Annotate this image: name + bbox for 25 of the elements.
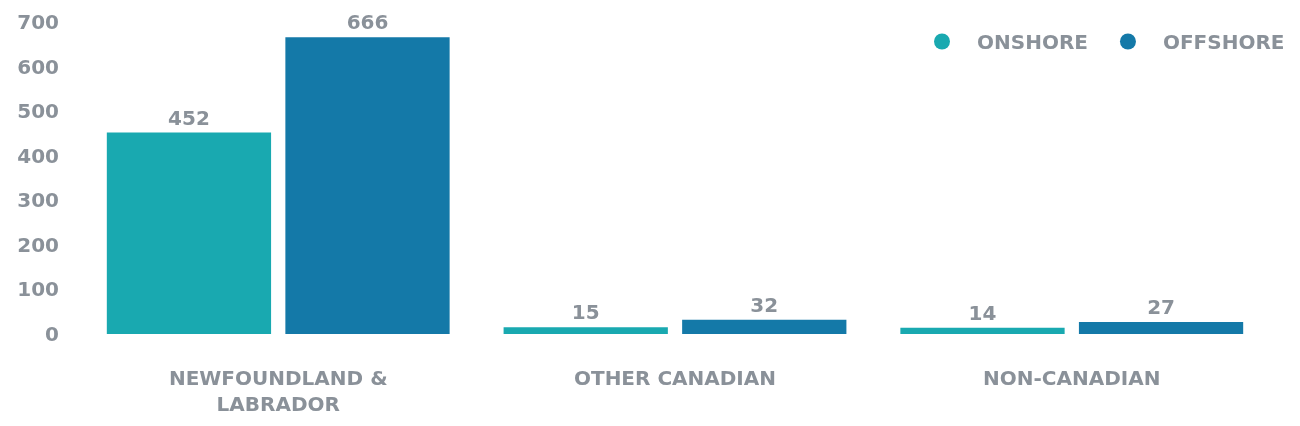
bar (900, 327, 1065, 334)
data-label: 666 (346, 10, 389, 35)
data-label: 15 (571, 300, 600, 325)
bar (682, 319, 847, 334)
bar (1078, 321, 1244, 334)
x-tick-label: NEWFOUNDLAND & LABRADOR (168, 366, 388, 416)
x-tick-label: NON-CANADIAN (983, 366, 1161, 390)
x-tick-label: OTHER CANADIAN (573, 366, 777, 390)
bar (285, 37, 450, 334)
y-tick-label: 100 (17, 277, 59, 302)
y-tick-label: 400 (17, 143, 59, 168)
y-tick-label: 600 (17, 54, 59, 79)
data-label: 32 (750, 292, 779, 317)
legend-label: OFFSHORE (1162, 30, 1285, 55)
data-label: 27 (1147, 294, 1175, 319)
data-label: 452 (168, 105, 210, 130)
bar (106, 132, 272, 334)
y-tick-label: 0 (45, 322, 59, 346)
y-tick-label: 700 (17, 10, 59, 34)
y-tick-label: 200 (17, 232, 59, 257)
legend-label: ONSHORE (977, 30, 1088, 55)
y-tick-label: 300 (17, 188, 59, 213)
y-tick-label: 500 (17, 99, 59, 124)
bar (503, 327, 668, 334)
data-label: 14 (968, 300, 997, 325)
